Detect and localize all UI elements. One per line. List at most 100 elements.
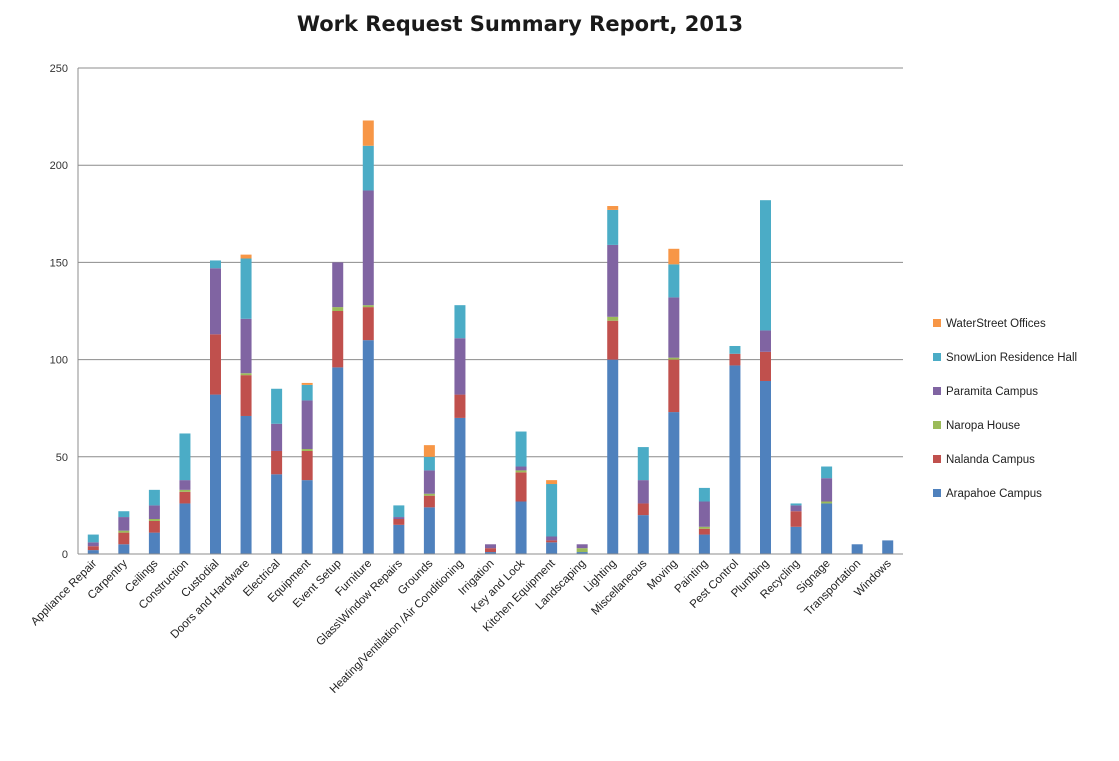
bar-segment <box>271 450 283 475</box>
bar-segment <box>423 445 435 457</box>
bar-segment <box>87 542 99 547</box>
bar-segment <box>362 120 374 146</box>
bar-segment <box>698 501 710 527</box>
bar-segment <box>362 305 374 308</box>
bar-segment <box>240 318 252 374</box>
bar-segment <box>760 351 771 381</box>
bar-segment <box>576 548 588 553</box>
chart-title: Work Request Summary Report, 2013 <box>296 12 744 36</box>
bar-segment <box>576 552 588 554</box>
legend-swatch <box>933 319 941 327</box>
bar-segment <box>637 503 649 516</box>
bar-segment <box>362 307 374 341</box>
bar-segment <box>698 487 710 502</box>
bar-segment <box>454 394 466 418</box>
bar-segment <box>546 542 558 554</box>
bar-segment <box>546 480 558 485</box>
bar-segment <box>790 503 802 506</box>
bar-segment <box>423 470 435 494</box>
bar-segment <box>454 338 466 395</box>
y-tick-label: 250 <box>50 63 68 75</box>
bar-segment <box>515 501 527 554</box>
bar-segment <box>821 503 833 554</box>
bar-segment <box>821 466 833 479</box>
bar-segment <box>698 526 710 529</box>
bar-segment <box>790 526 802 554</box>
bar-segment <box>546 484 558 537</box>
bar-segment <box>118 532 130 545</box>
bar-segment <box>668 359 680 413</box>
bar-segment <box>393 519 405 525</box>
bar-segment <box>729 345 741 354</box>
bar-segment <box>210 268 221 335</box>
bar-segment <box>423 493 435 496</box>
bar-segment <box>362 145 374 191</box>
y-axis: 0 50 100 150 200 250 <box>50 63 79 561</box>
legend-label: Arapahoe Campus <box>946 488 1042 500</box>
bar-segment <box>821 478 833 502</box>
bar-segment <box>485 544 496 549</box>
bar-segment <box>668 412 680 554</box>
bar-segment <box>301 384 313 401</box>
bar-segment <box>515 472 527 502</box>
bar-segment <box>271 423 283 451</box>
bar-segment <box>240 258 252 319</box>
bar-segment <box>760 200 771 331</box>
bar-segment <box>301 480 313 554</box>
legend-swatch <box>933 353 941 361</box>
bar-segment <box>668 297 680 358</box>
bar-segment <box>179 503 191 554</box>
bar-segment <box>668 248 680 265</box>
bar-segment <box>148 519 160 521</box>
bar-segment <box>148 520 160 533</box>
bar-segment <box>515 470 527 473</box>
x-axis: Appliance RepairCarpentryCeilingsConstru… <box>29 553 903 696</box>
legend: WaterStreet Offices SnowLion Residence Ha… <box>933 318 1077 500</box>
bar-segment <box>301 450 313 481</box>
bar-segment <box>179 489 191 492</box>
bar-segment <box>607 209 619 245</box>
bar-segment <box>393 524 405 554</box>
bar-segment <box>362 190 374 306</box>
legend-label: SnowLion Residence Hall <box>946 352 1077 364</box>
bar-segment <box>515 466 527 471</box>
bar-segment <box>607 244 619 317</box>
gridlines <box>78 67 903 555</box>
y-tick-label: 50 <box>56 452 68 464</box>
bar-segment <box>698 528 710 535</box>
legend-swatch <box>933 489 941 497</box>
legend-label: WaterStreet Offices <box>946 318 1046 330</box>
y-tick-label: 150 <box>50 257 68 269</box>
bar-segment <box>118 544 130 554</box>
bar-segment <box>118 511 130 518</box>
bar-segment <box>637 447 649 481</box>
bar-segment <box>179 480 191 490</box>
bar-segment <box>393 505 405 518</box>
bar-segment <box>546 536 558 541</box>
bar-segment <box>760 330 771 352</box>
bar-segment <box>148 532 160 554</box>
bar-segment <box>423 495 435 508</box>
bar-segment <box>607 316 619 321</box>
bar-segment <box>301 449 313 451</box>
bar-segment <box>362 340 374 554</box>
bar-segment <box>546 540 558 543</box>
bar-segment <box>821 501 833 504</box>
bar-segment <box>515 431 527 467</box>
bar-segment <box>454 417 466 554</box>
bar-segment <box>118 530 130 533</box>
bar-series-group <box>87 120 894 554</box>
bar-segment <box>240 373 252 376</box>
legend-label: Nalanda Campus <box>946 454 1035 466</box>
bar-segment <box>485 548 496 553</box>
legend-swatch <box>933 455 941 463</box>
bar-segment <box>607 206 619 210</box>
bar-segment <box>179 491 191 504</box>
bar-segment <box>607 359 619 554</box>
bar-segment <box>240 415 252 554</box>
bar-segment <box>637 480 649 504</box>
bar-segment <box>210 260 221 269</box>
bar-segment <box>332 262 344 308</box>
x-tick-label: Miscellaneous <box>589 557 649 617</box>
